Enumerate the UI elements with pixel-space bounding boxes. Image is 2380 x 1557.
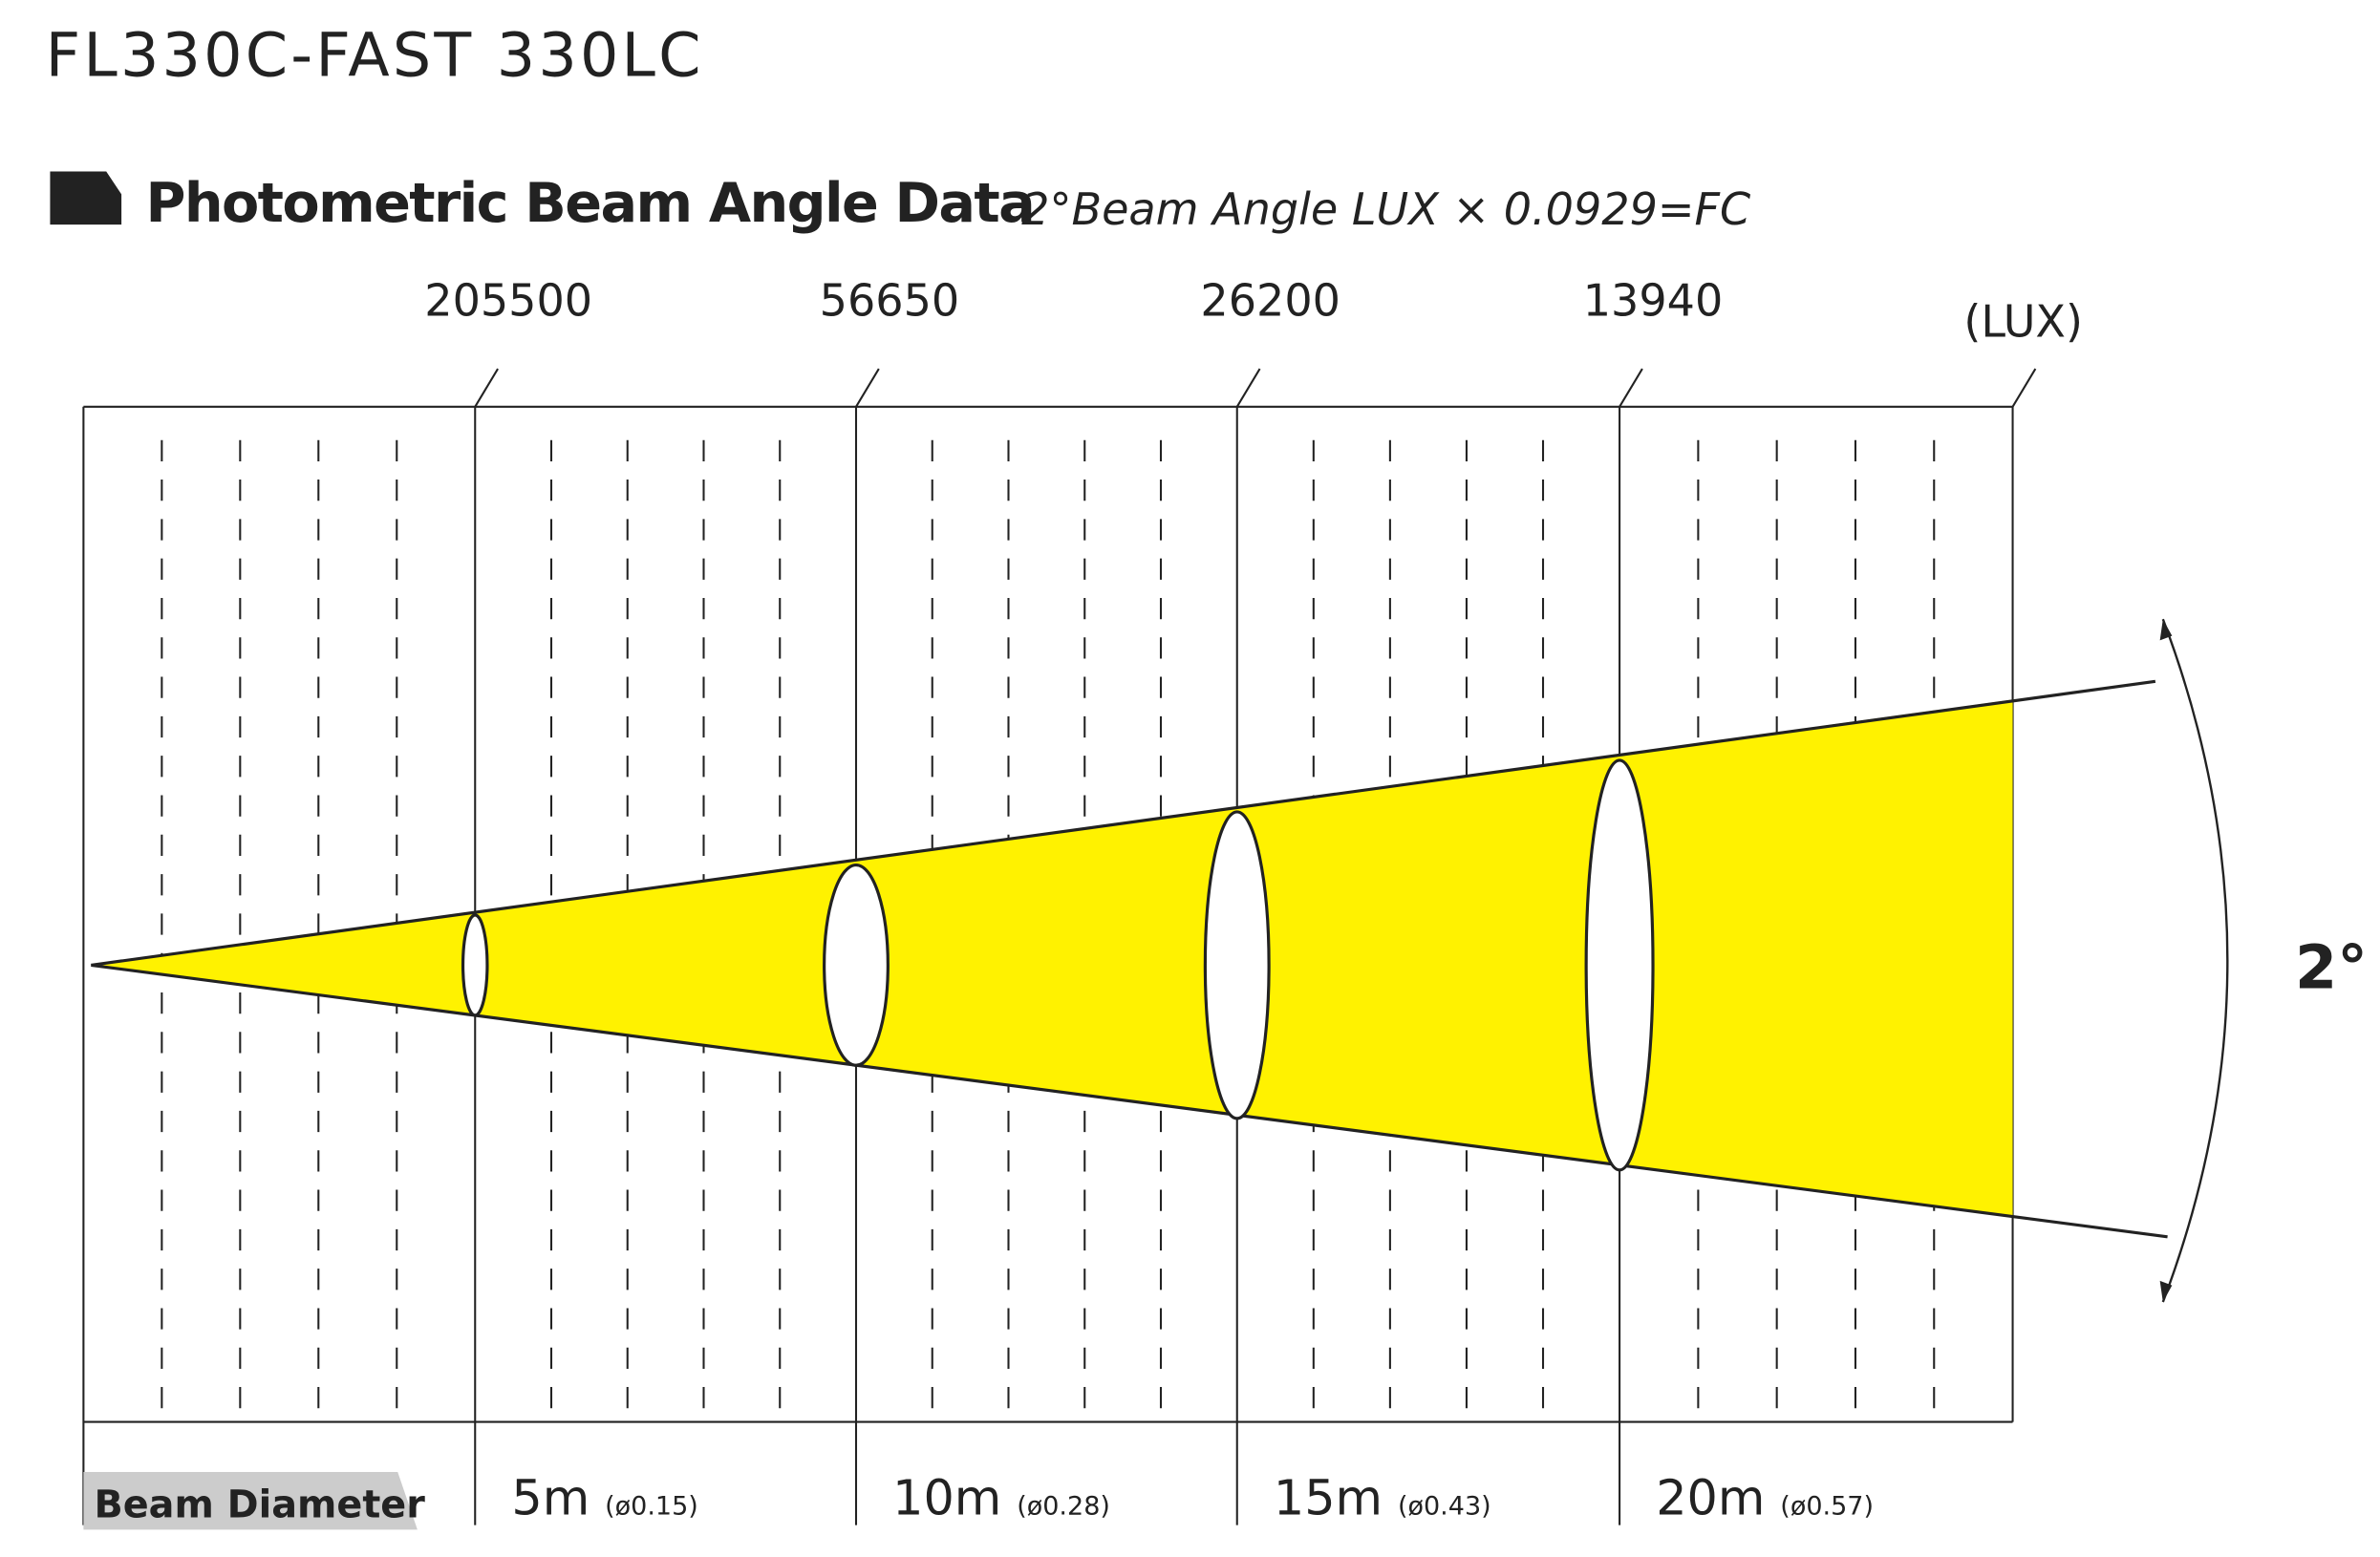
lux-value: 56650 <box>820 274 960 326</box>
lux-value: 13940 <box>1583 274 1724 326</box>
label-box <box>83 1472 418 1530</box>
distance: 10m <box>892 1469 1001 1525</box>
angle-arc <box>2161 618 2229 1303</box>
tick-slant <box>474 368 499 408</box>
beam-spot <box>461 913 489 1017</box>
section-icon <box>50 171 122 225</box>
beam-diameter-label: Beam Diameter <box>94 1483 425 1527</box>
distance: 5m <box>511 1469 590 1525</box>
angle-arrows <box>2159 619 2173 1303</box>
beam-spot <box>823 863 890 1067</box>
beam-spot <box>1203 810 1271 1120</box>
beam <box>91 699 2013 1218</box>
tick-slant <box>2011 368 2037 408</box>
tick-slant <box>855 368 880 408</box>
page-title: FL330C-FAST 330LC <box>46 19 704 90</box>
tick-slant <box>1235 368 1261 408</box>
lux-value: 205500 <box>424 274 592 326</box>
beam-edge <box>91 679 2156 967</box>
distance-label: 5m (ø0.15) <box>511 1469 697 1525</box>
lux-unit: (LUX) <box>1963 296 2083 348</box>
section-note: 2°Beam Angle LUX × 0.0929=FC <box>1021 183 1750 235</box>
tick-slant <box>1619 368 1643 408</box>
beam-spot <box>1584 758 1655 1172</box>
angle-label: 2° <box>2295 931 2368 1002</box>
diameter: (ø0.28) <box>1017 1491 1110 1521</box>
diameter: (ø0.57) <box>1780 1491 1874 1521</box>
diameter: (ø0.43) <box>1398 1491 1491 1521</box>
distance-label: 20m (ø0.57) <box>1656 1469 1874 1525</box>
section-title: Photometric Beam Angle Data <box>146 172 1035 235</box>
beam-edge <box>91 963 2168 1239</box>
distance-label: 10m (ø0.28) <box>892 1469 1110 1525</box>
distance: 15m <box>1274 1469 1383 1525</box>
distance-label: 15m (ø0.43) <box>1274 1469 1491 1525</box>
distance: 20m <box>1656 1469 1765 1525</box>
lux-value: 26200 <box>1200 274 1340 326</box>
diameter: (ø0.15) <box>605 1491 698 1521</box>
